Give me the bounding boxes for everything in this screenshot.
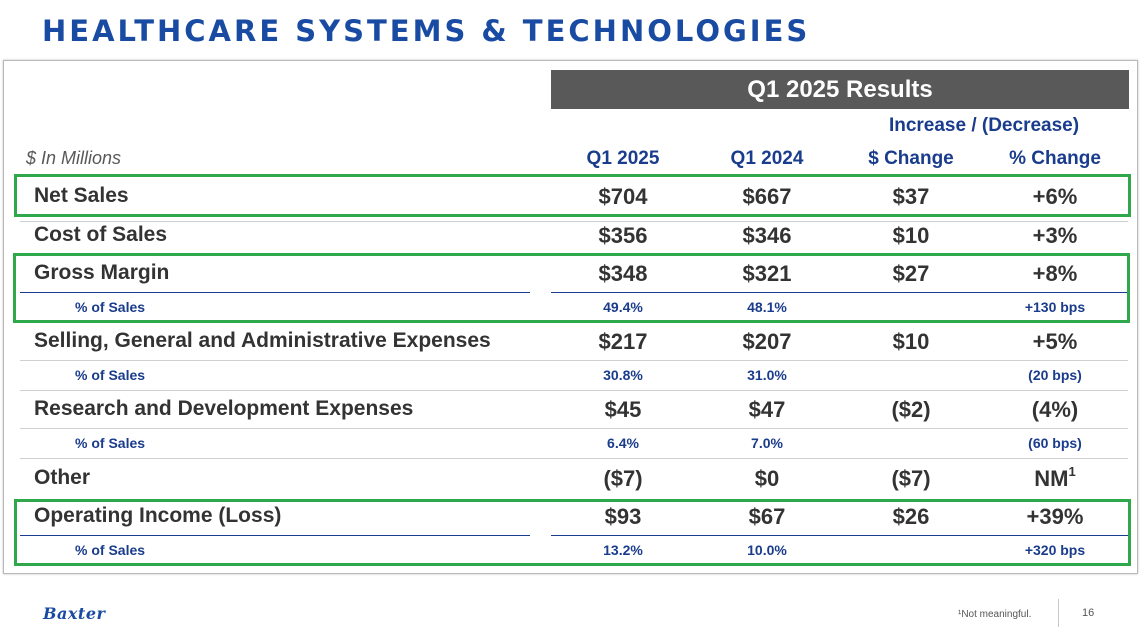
- cell-q1-2025: $45: [604, 397, 642, 422]
- results-header: Q1 2025 Results: [551, 70, 1129, 109]
- cell-usd-change: $26: [892, 504, 930, 529]
- nm-text: NM: [1034, 466, 1069, 491]
- row-divider: [20, 535, 530, 536]
- cell-q1-2024: 7.0%: [751, 435, 783, 451]
- cell-usd-change: $10: [892, 223, 930, 248]
- row-divider: [20, 428, 1128, 429]
- baxter-logo: Baxter: [43, 604, 106, 623]
- footnote-marker: 1: [1068, 464, 1076, 479]
- cell-q1-2025: 6.4%: [607, 435, 639, 451]
- cell-pct-change: +8%: [1032, 261, 1078, 286]
- cell-q1-2025: $348: [598, 261, 648, 286]
- row-label: Selling, General and Administrative Expe…: [34, 329, 491, 352]
- cell-pct-change: NM1: [1000, 464, 1110, 492]
- row-label: Research and Development Expenses: [34, 397, 414, 420]
- cell-usd-change: $10: [892, 329, 930, 354]
- slide-title: HEALTHCARE SYSTEMS & TECHNOLOGIES: [42, 14, 811, 48]
- row-divider: [20, 221, 1128, 222]
- cell-q1-2024: $207: [742, 329, 792, 354]
- cell-usd-change: $37: [892, 184, 930, 209]
- highlight-box-operating-income: [14, 499, 1131, 566]
- cell-pct-change: +39%: [1026, 504, 1084, 529]
- row-label: % of Sales: [75, 542, 146, 558]
- table-frame: [3, 60, 1138, 574]
- increase-decrease-label: Increase / (Decrease): [888, 115, 1080, 136]
- cell-usd-change: $27: [892, 261, 930, 286]
- row-label: Operating Income (Loss): [34, 504, 282, 527]
- row-label: Gross Margin: [34, 261, 170, 284]
- row-label: % of Sales: [75, 435, 146, 451]
- cell-pct-change: (20 bps): [1028, 367, 1082, 383]
- cell-pct-change: (60 bps): [1028, 435, 1082, 451]
- col-header-q1-2025: Q1 2025: [586, 148, 660, 169]
- cell-q1-2024: $0: [754, 466, 780, 491]
- cell-q1-2025: $217: [598, 329, 648, 354]
- footer-divider: [1058, 599, 1059, 627]
- cell-q1-2024: $47: [748, 397, 786, 422]
- cell-pct-change: +320 bps: [1024, 542, 1086, 558]
- cell-q1-2024: $67: [748, 504, 786, 529]
- highlight-box-gross-margin: [13, 253, 1130, 323]
- cell-q1-2025: $93: [604, 504, 642, 529]
- cell-usd-change: ($7): [891, 466, 931, 491]
- cell-q1-2025: 30.8%: [603, 367, 643, 383]
- cell-q1-2024: $667: [742, 184, 792, 209]
- cell-q1-2025: $356: [598, 223, 648, 248]
- row-divider: [551, 535, 1128, 536]
- row-label: Net Sales: [34, 184, 129, 207]
- cell-pct-change: (4%): [1031, 397, 1079, 422]
- footnote: ¹Not meaningful.: [958, 609, 1032, 620]
- row-divider: [20, 292, 530, 293]
- highlight-box-net-sales: [14, 174, 1131, 217]
- cell-q1-2024: $346: [742, 223, 792, 248]
- row-divider: [20, 360, 1128, 361]
- row-divider: [20, 390, 1128, 391]
- row-label: Cost of Sales: [34, 223, 168, 246]
- cell-pct-change: +130 bps: [1024, 299, 1086, 315]
- units-label: $ In Millions: [26, 148, 122, 168]
- cell-pct-change: +3%: [1032, 223, 1078, 248]
- cell-q1-2025: $704: [598, 184, 648, 209]
- cell-q1-2024: 48.1%: [747, 299, 787, 315]
- cell-q1-2025: 13.2%: [603, 542, 643, 558]
- cell-q1-2024: 10.0%: [747, 542, 787, 558]
- cell-q1-2025: 49.4%: [603, 299, 643, 315]
- col-header-usd-change: $ Change: [868, 148, 954, 169]
- cell-q1-2024: 31.0%: [747, 367, 787, 383]
- cell-pct-change: +5%: [1032, 329, 1078, 354]
- col-header-q1-2024: Q1 2024: [730, 148, 804, 169]
- page-number: 16: [1082, 607, 1095, 619]
- cell-q1-2024: $321: [742, 261, 792, 286]
- col-header-pct-change: % Change: [1009, 148, 1101, 169]
- row-divider: [551, 292, 1128, 293]
- row-label: % of Sales: [75, 299, 146, 315]
- row-label: % of Sales: [75, 367, 146, 383]
- cell-pct-change: +6%: [1032, 184, 1078, 209]
- row-divider: [20, 458, 1128, 459]
- cell-q1-2025: ($7): [603, 466, 643, 491]
- row-label: Other: [34, 466, 91, 489]
- cell-usd-change: ($2): [891, 397, 931, 422]
